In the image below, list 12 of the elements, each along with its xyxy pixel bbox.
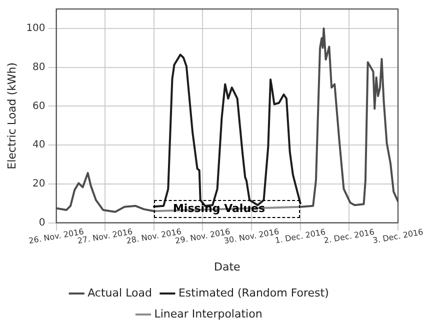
legend-label: Actual Load [88,286,152,300]
annotation: Missing Values [172,202,266,216]
y-tick-label: 0 [38,217,46,228]
y-tick-label: 20 [32,178,46,190]
legend-label: Estimated (Random Forest) [178,286,329,300]
y-axis-title: Electric Load (kWh) [5,62,18,170]
y-tick-label: 60 [32,100,46,112]
y-tick-label: 100 [26,23,46,34]
legend-label: Linear Interpolation [154,307,262,320]
x-axis-title: Date [214,260,241,274]
y-tick-label: 40 [32,140,46,151]
y-tick-label: 80 [32,62,46,73]
